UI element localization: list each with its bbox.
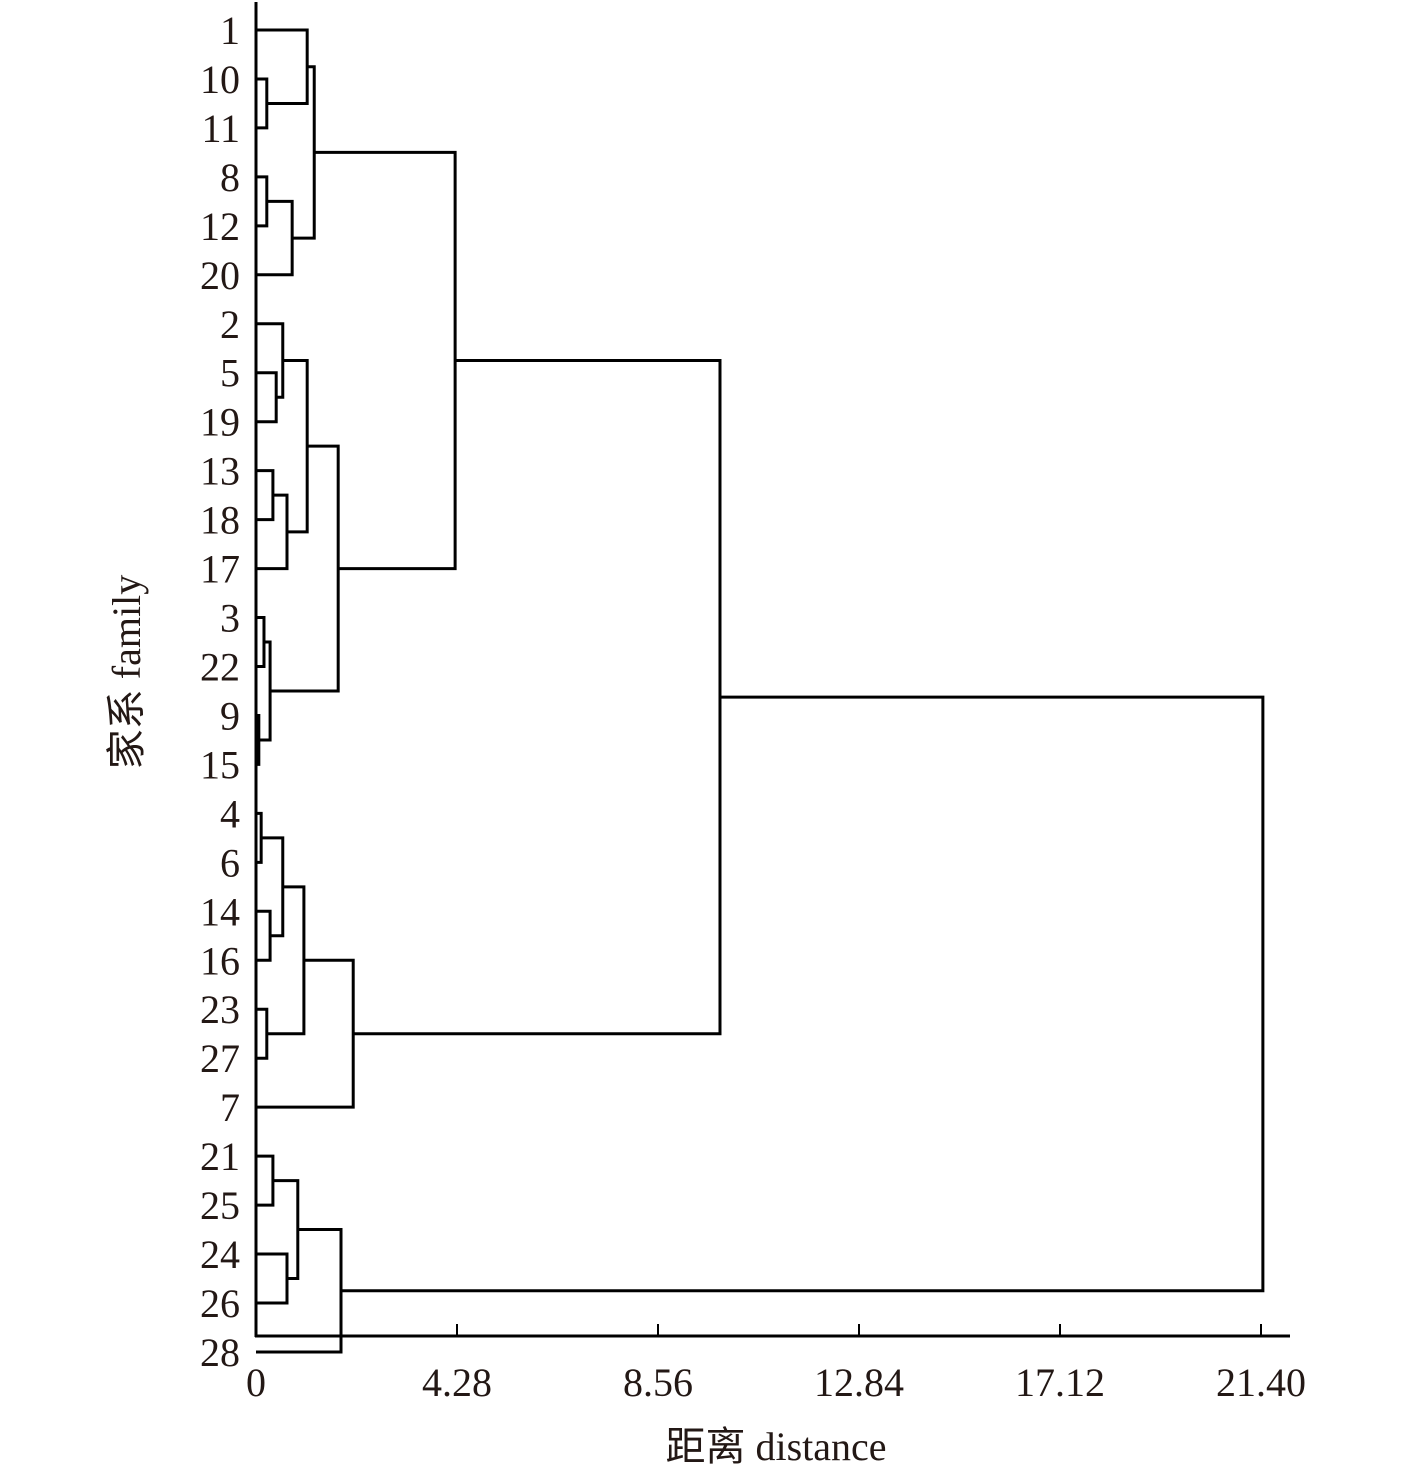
leaf-label: 23	[200, 987, 240, 1032]
dendrogram-link	[266, 885, 306, 1036]
x-tick-label: 4.28	[422, 1360, 492, 1405]
dendrogram-link	[256, 322, 285, 399]
dendrogram-link	[341, 695, 1265, 1293]
leaf-label: 7	[220, 1085, 240, 1130]
dendrogram-link	[314, 150, 457, 571]
dendrogram-link	[272, 1179, 300, 1281]
leaf-label: 20	[200, 253, 240, 298]
dendrogram-link	[292, 65, 316, 240]
leaf-label: 11	[201, 106, 240, 151]
x-tick-label: 12.84	[814, 1360, 904, 1405]
leaf-label: 4	[220, 791, 240, 836]
leaf-label: 27	[200, 1036, 240, 1081]
x-tick-label: 0	[246, 1360, 266, 1405]
leaf-label: 13	[200, 449, 240, 494]
leaf-label: 10	[200, 57, 240, 102]
leaf-label: 9	[220, 693, 240, 738]
dendrogram-link	[256, 1228, 343, 1354]
dendrogram-link	[256, 909, 272, 962]
leaf-label: 2	[220, 302, 240, 347]
leaf-label: 17	[200, 547, 240, 592]
leaf-label: 16	[200, 938, 240, 983]
dendrogram-link	[256, 28, 309, 105]
leaf-label: 1	[220, 8, 240, 53]
leaf-label: 26	[200, 1281, 240, 1326]
dendrogram-link	[282, 358, 309, 534]
leaf-label: 22	[200, 645, 240, 690]
x-tick-label: 8.56	[623, 1360, 693, 1405]
leaf-label: 24	[200, 1232, 240, 1277]
dendrogram-link	[353, 358, 722, 1036]
dendrogram-link	[256, 199, 294, 277]
dendrogram-link	[256, 469, 275, 522]
dendrogram-link	[256, 1007, 269, 1060]
leaf-label: 6	[220, 840, 240, 885]
dendrogram-link	[256, 77, 269, 130]
x-tick-label: 17.12	[1015, 1360, 1105, 1405]
leaf-label: 3	[220, 596, 240, 641]
leaf-label: 15	[200, 742, 240, 787]
dendrogram-link	[256, 493, 289, 571]
leaf-label: 14	[200, 889, 240, 934]
dendrogram-link	[256, 371, 278, 424]
leaf-label: 12	[200, 204, 240, 249]
leaf-label: 28	[200, 1330, 240, 1375]
y-axis-label: 家系 family	[104, 575, 149, 769]
dendrogram-link	[256, 175, 269, 228]
leaf-label: 5	[220, 351, 240, 396]
dendrogram-link	[256, 1154, 275, 1207]
leaf-label: 19	[200, 400, 240, 445]
x-axis-label: 距离 distance	[665, 1424, 886, 1466]
leaf-label: 8	[220, 155, 240, 200]
x-tick-label: 21.40	[1216, 1360, 1306, 1405]
dendrogram-link	[261, 836, 285, 938]
leaf-label: 25	[200, 1183, 240, 1228]
leaf-label: 18	[200, 498, 240, 543]
dendrogram-link	[256, 1252, 289, 1305]
leaf-label: 21	[200, 1134, 240, 1179]
